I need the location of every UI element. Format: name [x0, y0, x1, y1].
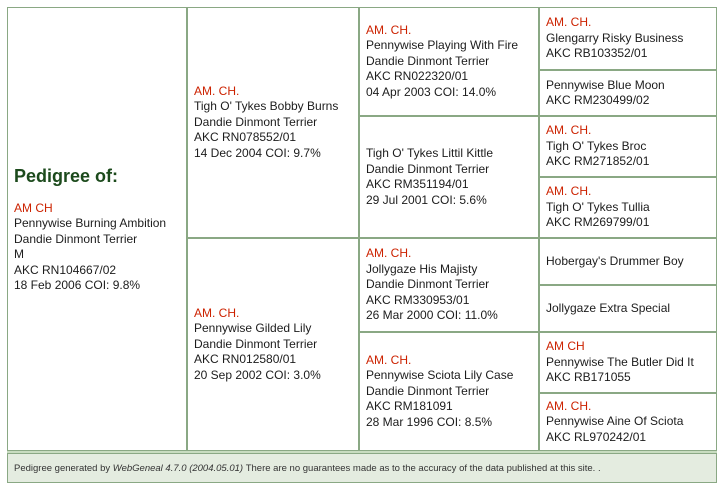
- dam-sire-breed: Dandie Dinmont Terrier: [366, 277, 490, 292]
- dam-cell: AM. CH. Pennywise Gilded Lily Dandie Din…: [187, 238, 359, 451]
- sds-name: Tigh O' Tykes Broc: [546, 138, 647, 153]
- sdd-title: AM. CH.: [546, 184, 592, 199]
- dds-title: AM CH: [546, 339, 585, 354]
- subject-reg: AKC RN104667/02: [14, 262, 117, 277]
- ssd-reg: AKC RM230499/02: [546, 93, 650, 107]
- sire-sire-title: AM. CH.: [366, 22, 412, 37]
- dam-dam-cell: AM. CH. Pennywise Sciota Lily Case Dandi…: [359, 332, 539, 451]
- subject-title: AM CH: [14, 200, 53, 215]
- dam-title: AM. CH.: [194, 305, 240, 320]
- sire-title: AM. CH.: [194, 83, 240, 98]
- ddd-reg: AKC RL970242/01: [546, 429, 647, 444]
- sire-sire-reg: AKC RN022320/01: [366, 69, 469, 84]
- sdd-reg: AKC RM269799/01: [546, 215, 650, 230]
- sire-dam-cell: Tigh O' Tykes Littil Kittle Dandie Dinmo…: [359, 116, 539, 238]
- ddd-name: Pennywise Aine Of Sciota: [546, 414, 684, 429]
- ssd-cell: Pennywise Blue Moon AKC RM230499/02: [539, 70, 717, 116]
- sire-sire-breed: Dandie Dinmont Terrier: [366, 53, 490, 68]
- sss-name: Glengarry Risky Business: [546, 30, 684, 45]
- sds-title: AM. CH.: [546, 123, 592, 138]
- dam-sire-title: AM. CH.: [366, 246, 412, 261]
- dss-cell: Hobergay's Drummer Boy: [539, 238, 717, 285]
- dam-sire-reg: AKC RM330953/01: [366, 292, 470, 307]
- dam-sire-cell: AM. CH. Jollygaze His Majisty Dandie Din…: [359, 238, 539, 332]
- sire-dam-info: 29 Jul 2001 COI: 5.6%: [366, 192, 487, 207]
- sire-name: Tigh O' Tykes Bobby Burns: [194, 99, 339, 114]
- software-version: 4.7.0 (2004.05.01): [165, 462, 244, 474]
- subject-sex: M: [14, 247, 24, 261]
- dam-dam-title: AM. CH.: [366, 352, 412, 367]
- sire-reg: AKC RN078552/01: [194, 130, 297, 145]
- dam-dam-info: 28 Mar 1996 COI: 8.5%: [366, 414, 493, 429]
- sire-dam-breed: Dandie Dinmont Terrier: [366, 161, 490, 176]
- dam-breed: Dandie Dinmont Terrier: [194, 336, 318, 351]
- dam-sire-info: 26 Mar 2000 COI: 11.0%: [366, 308, 498, 323]
- dds-name: Pennywise The Butler Did It: [546, 354, 694, 369]
- dam-sire-name: Jollygaze His Majisty: [366, 261, 478, 276]
- sire-dam-reg: AKC RM351194/01: [366, 177, 469, 191]
- sss-cell: AM. CH. Glengarry Risky Business AKC RB1…: [539, 7, 717, 70]
- ddd-title: AM. CH.: [546, 398, 592, 413]
- subject-name: Pennywise Burning Ambition: [14, 216, 167, 230]
- dsd-name: Jollygaze Extra Special: [546, 300, 671, 315]
- subject-breed: Dandie Dinmont Terrier: [14, 231, 138, 246]
- sire-info: 14 Dec 2004 COI: 9.7%: [194, 145, 321, 160]
- dam-dam-breed: Dandie Dinmont Terrier: [366, 383, 490, 398]
- dam-reg: AKC RN012580/01: [194, 352, 297, 367]
- sire-dam-name: Tigh O' Tykes Littil Kittle: [366, 146, 494, 160]
- software-name: WebGeneal: [112, 462, 163, 474]
- pedigree-heading: Pedigree of:: [14, 165, 119, 186]
- ssd-name: Pennywise Blue Moon: [546, 77, 665, 92]
- subject-info: 18 Feb 2006 COI: 9.8%: [14, 278, 141, 292]
- sss-reg: AKC RB103352/01: [546, 46, 648, 61]
- sire-breed: Dandie Dinmont Terrier: [194, 114, 318, 129]
- dsd-cell: Jollygaze Extra Special: [539, 285, 717, 332]
- footer-disclaimer: There are no guarantees made as to the a…: [245, 462, 601, 474]
- footer-prefix: Pedigree generated by: [14, 462, 111, 474]
- subject-cell: Pedigree of: AM CH Pennywise Burning Amb…: [7, 7, 187, 451]
- sire-sire-cell: AM. CH. Pennywise Playing With Fire Dand…: [359, 7, 539, 116]
- footer: Pedigree generated by WebGeneal 4.7.0 (2…: [7, 453, 717, 483]
- sds-reg: AKC RM271852/01: [546, 154, 650, 169]
- dam-info: 20 Sep 2002 COI: 3.0%: [194, 367, 321, 382]
- dam-name: Pennywise Gilded Lily: [194, 321, 312, 336]
- sdd-name: Tigh O' Tykes Tullia: [546, 199, 650, 214]
- sire-sire-info: 04 Apr 2003 COI: 14.0%: [366, 84, 497, 99]
- sds-cell: AM. CH. Tigh O' Tykes Broc AKC RM271852/…: [539, 116, 717, 177]
- dam-dam-reg: AKC RM181091: [366, 399, 453, 414]
- sire-cell: AM. CH. Tigh O' Tykes Bobby Burns Dandie…: [187, 7, 359, 238]
- pedigree-table: Pedigree of: AM CH Pennywise Burning Amb…: [7, 7, 717, 483]
- ddd-cell: AM. CH. Pennywise Aine Of Sciota AKC RL9…: [539, 393, 717, 451]
- dss-name: Hobergay's Drummer Boy: [546, 253, 684, 268]
- sire-sire-name: Pennywise Playing With Fire: [366, 38, 519, 53]
- dam-dam-name: Pennywise Sciota Lily Case: [366, 368, 514, 383]
- sdd-cell: AM. CH. Tigh O' Tykes Tullia AKC RM26979…: [539, 177, 717, 238]
- dds-reg: AKC RB171055: [546, 370, 631, 385]
- dds-cell: AM CH Pennywise The Butler Did It AKC RB…: [539, 332, 717, 393]
- sss-title: AM. CH.: [546, 15, 592, 30]
